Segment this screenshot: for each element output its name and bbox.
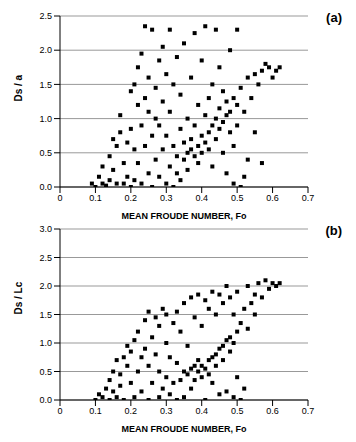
svg-text:1.5: 1.5 [39, 80, 52, 90]
svg-text:0.0: 0.0 [39, 395, 52, 405]
svg-text:0.5: 0.5 [231, 193, 244, 203]
svg-text:1.0: 1.0 [39, 114, 52, 124]
svg-text:0.7: 0.7 [302, 193, 315, 203]
svg-text:0.4: 0.4 [195, 193, 208, 203]
svg-text:0.2: 0.2 [125, 406, 138, 416]
svg-text:0.4: 0.4 [195, 406, 208, 416]
svg-text:3.0: 3.0 [39, 224, 52, 234]
svg-text:0.1: 0.1 [89, 193, 102, 203]
svg-text:0.3: 0.3 [160, 193, 173, 203]
svg-text:0: 0 [57, 193, 62, 203]
svg-text:0.5: 0.5 [39, 148, 52, 158]
svg-text:0.5: 0.5 [231, 406, 244, 416]
svg-text:0.6: 0.6 [266, 193, 279, 203]
svg-text:MEAN FROUDE NUMBER, Fo: MEAN FROUDE NUMBER, Fo [122, 211, 247, 221]
svg-text:0.3: 0.3 [160, 406, 173, 416]
svg-text:0.6: 0.6 [266, 406, 279, 416]
svg-text:2.5: 2.5 [39, 11, 52, 21]
html-text:(b): (b) [325, 223, 342, 238]
svg-text:1.0: 1.0 [39, 338, 52, 348]
svg-text:0.7: 0.7 [302, 406, 315, 416]
svg-text:Ds / a: Ds / a [13, 74, 24, 101]
svg-text:2.0: 2.0 [39, 281, 52, 291]
svg-text:0: 0 [57, 406, 62, 416]
html-text:(a): (a) [326, 10, 342, 25]
svg-text:0.0: 0.0 [39, 182, 52, 192]
svg-text:0.1: 0.1 [89, 406, 102, 416]
svg-text:1.5: 1.5 [39, 310, 52, 320]
svg-text:0.5: 0.5 [39, 367, 52, 377]
svg-text:2.0: 2.0 [39, 45, 52, 55]
svg-text:0.2: 0.2 [125, 193, 138, 203]
svg-text:Ds / Lc: Ds / Lc [13, 281, 24, 314]
svg-text:2.5: 2.5 [39, 253, 52, 263]
svg-text:MEAN FROUDE NUMBER, Fo: MEAN FROUDE NUMBER, Fo [122, 424, 247, 434]
